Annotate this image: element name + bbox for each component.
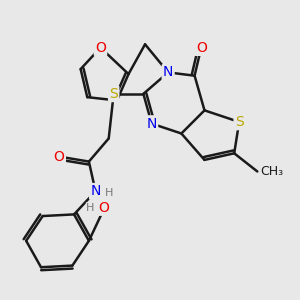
Text: O: O	[98, 201, 109, 215]
Text: N: N	[90, 184, 101, 198]
Text: H: H	[105, 188, 113, 198]
Text: S: S	[109, 87, 118, 101]
Text: H: H	[86, 203, 95, 213]
Text: CH₃: CH₃	[261, 165, 284, 178]
Text: O: O	[54, 150, 64, 164]
Text: N: N	[146, 117, 157, 130]
Text: S: S	[235, 115, 244, 129]
Text: N: N	[163, 65, 173, 80]
Text: O: O	[95, 40, 106, 55]
Text: O: O	[196, 40, 207, 55]
